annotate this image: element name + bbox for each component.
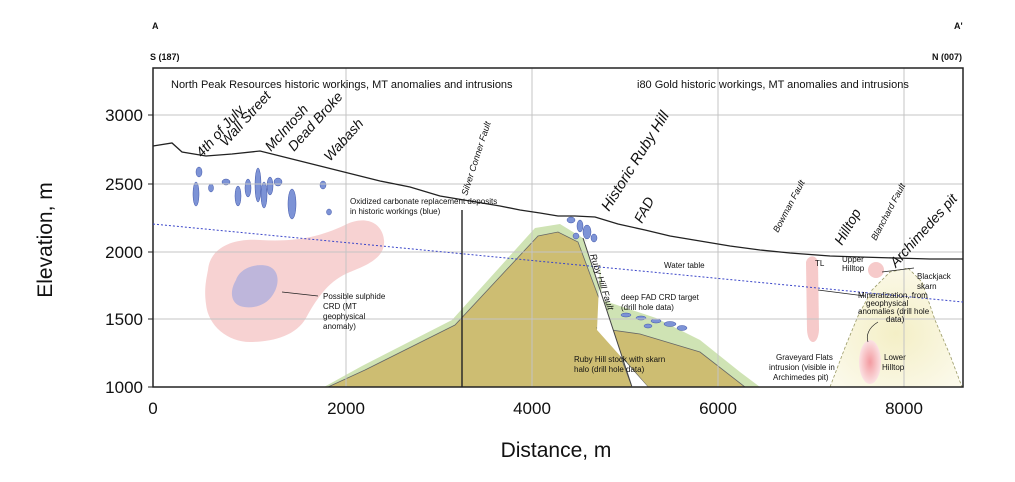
x-tick-6000: 6000 <box>699 399 737 418</box>
ruby-hill-stock <box>327 231 633 388</box>
y-tick-2500: 2500 <box>105 175 143 194</box>
south-direction-label: S (187) <box>150 52 180 62</box>
label-hilltop: Hilltop <box>831 206 864 248</box>
graveyard-note-line1: Graveyard Flats <box>776 353 833 362</box>
leader-lines <box>281 267 915 343</box>
lower-hilltop-line1: Lower <box>884 353 906 362</box>
label-bowman-fault: Bowman Fault <box>771 178 807 234</box>
sulphide-note-line4: anomaly) <box>323 322 356 331</box>
graveyard-note-line3: Archimedes pit) <box>773 373 829 382</box>
blackjack-line1: Blackjack <box>917 272 952 281</box>
label-fad: FAD <box>631 194 658 225</box>
sulphide-crd-anomaly-core <box>231 265 278 308</box>
upper-hilltop-line1: Upper <box>842 255 864 264</box>
ruby-stock-note-line2: halo (drill hole data) <box>574 365 645 374</box>
deep-fad-note-line1: deep FAD CRD target <box>621 293 700 302</box>
oxidized-note-line1: Oxidized carbonate replacement deposits <box>350 197 497 206</box>
mineralization-line4: data) <box>886 315 905 324</box>
x-tick-2000: 2000 <box>327 399 365 418</box>
section-end-marker: A' <box>954 21 963 31</box>
y-tick-2000: 2000 <box>105 243 143 262</box>
lower-hilltop-line2: Hilltop <box>882 363 905 372</box>
y-axis-title: Elevation, m <box>34 182 57 298</box>
ruby-hill-stock-east <box>596 327 747 388</box>
mineralization-line1: Mineralization, from <box>858 291 928 300</box>
ruby-hill-fault-line <box>582 237 633 388</box>
water-table-label: Water table <box>664 261 705 270</box>
graveyard-note-line2: intrusion (visible in <box>769 363 835 372</box>
x-tick-0: 0 <box>148 399 157 418</box>
label-blanchard-fault: Blanchard Fault <box>869 181 908 242</box>
tl-label: TL <box>815 259 825 268</box>
label-silver-conner-fault: Silver Conner Fault <box>459 120 492 197</box>
upper-hilltop-body <box>868 262 884 278</box>
tl-intrusion <box>806 256 819 342</box>
oxidized-deposits-group <box>192 166 688 331</box>
blackjack-line2: skarn <box>917 282 937 291</box>
x-tick-4000: 4000 <box>513 399 551 418</box>
y-tick-1000: 1000 <box>105 378 143 397</box>
north-direction-label: N (007) <box>932 52 962 62</box>
label-wabash: Wabash <box>320 115 366 164</box>
upper-hilltop-line2: Hilltop <box>842 264 865 273</box>
sulphide-note-line2: CRD (MT <box>323 302 357 311</box>
grid-lines <box>153 68 963 387</box>
sulphide-note-line1: Possible sulphide <box>323 292 386 301</box>
sulphide-note-line3: geophysical <box>323 312 365 321</box>
lower-hilltop-body <box>859 340 881 384</box>
oxidized-note-line2: in historic workings (blue) <box>350 207 441 216</box>
y-tick-3000: 3000 <box>105 106 143 125</box>
x-tick-8000: 8000 <box>885 399 923 418</box>
deep-fad-note-line2: (drill hole data) <box>621 303 674 312</box>
ground-surface <box>152 142 963 260</box>
section-start-marker: A <box>152 21 159 31</box>
ruby-stock-note-line1: Ruby Hill stock with skarn <box>574 355 665 364</box>
x-axis-title: Distance, m <box>501 439 612 462</box>
y-axis-ticks <box>148 114 153 388</box>
ruby-hill-fault-zone <box>583 238 648 387</box>
mineralization-line3: anomalies (drill hole <box>858 307 930 316</box>
north-peak-banner: North Peak Resources historic workings, … <box>171 79 513 91</box>
plot-frame <box>152 67 964 388</box>
i80-gold-banner: i80 Gold historic workings, MT anomalies… <box>637 79 909 91</box>
mineralization-line2: geophysical <box>866 299 908 308</box>
sulphide-crd-anomaly <box>205 220 385 342</box>
y-tick-1500: 1500 <box>105 310 143 329</box>
label-historic-ruby-hill: Historic Ruby Hill <box>598 108 673 214</box>
